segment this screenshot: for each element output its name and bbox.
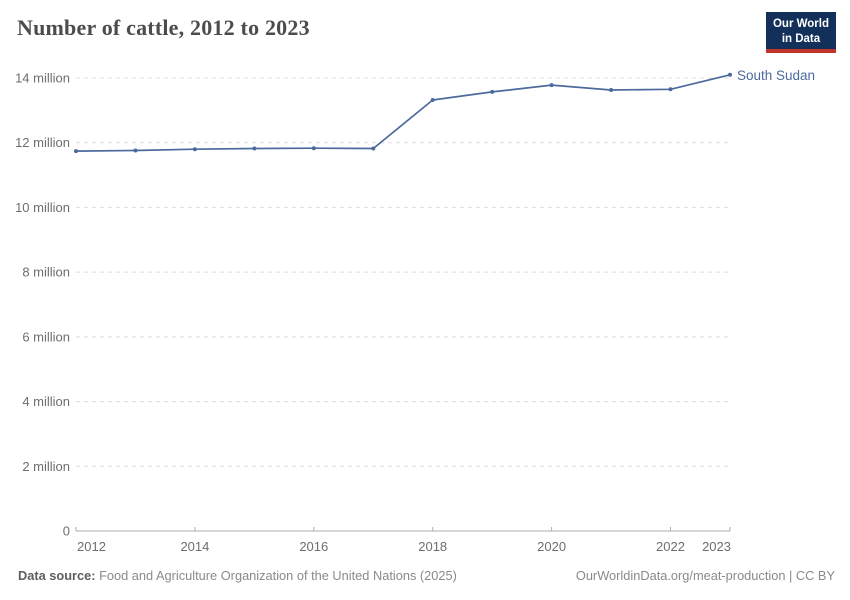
- x-axis-tick-label: 2022: [656, 539, 685, 554]
- owid-logo-line2: in Data: [781, 32, 821, 45]
- chart-footer: Data source: Food and Agriculture Organi…: [18, 568, 835, 583]
- data-point[interactable]: [192, 147, 197, 152]
- data-source-text: Food and Agriculture Organization of the…: [95, 568, 457, 583]
- x-axis-tick-label: 2023: [702, 539, 731, 554]
- data-point[interactable]: [490, 89, 495, 94]
- data-point[interactable]: [668, 87, 673, 92]
- data-point[interactable]: [371, 146, 376, 151]
- data-point[interactable]: [549, 83, 554, 88]
- data-point[interactable]: [728, 72, 732, 77]
- owid-logo-line1: Our World: [772, 18, 829, 30]
- x-axis-tick-label: 2016: [299, 539, 328, 554]
- data-point[interactable]: [133, 148, 138, 153]
- x-axis-tick-label: 2018: [418, 539, 447, 554]
- y-axis-tick-label: 8 million: [22, 265, 70, 280]
- chart-title: Number of cattle, 2012 to 2023: [17, 15, 310, 40]
- data-point[interactable]: [430, 98, 435, 102]
- x-axis-tick-label: 2014: [180, 539, 209, 554]
- series-label-south-sudan: South Sudan: [737, 68, 816, 83]
- data-source-note: Data source: Food and Agriculture Organi…: [18, 568, 457, 583]
- y-axis-tick-label: 14 million: [15, 71, 70, 86]
- credit-link[interactable]: OurWorldinData.org/meat-production | CC …: [575, 568, 835, 583]
- y-axis-tick-label: 4 million: [22, 394, 70, 409]
- data-source-label: Data source:: [18, 568, 96, 583]
- data-line[interactable]: [75, 73, 731, 152]
- data-point[interactable]: [74, 149, 78, 154]
- y-axis-tick-label: 2 million: [22, 459, 70, 474]
- y-axis-tick-label: 6 million: [22, 329, 70, 344]
- owid-logo[interactable]: Our World in Data: [765, 12, 836, 54]
- y-axis-tick-label: 10 million: [15, 200, 70, 215]
- x-axis-tick-label: 2020: [537, 539, 566, 554]
- y-axis-tick-label: 12 million: [15, 135, 70, 150]
- x-axis-tick-label: 2012: [77, 539, 106, 554]
- data-point[interactable]: [311, 146, 316, 151]
- y-axis-tick-label: 0: [63, 524, 70, 539]
- data-point[interactable]: [252, 146, 257, 151]
- data-point[interactable]: [609, 88, 614, 92]
